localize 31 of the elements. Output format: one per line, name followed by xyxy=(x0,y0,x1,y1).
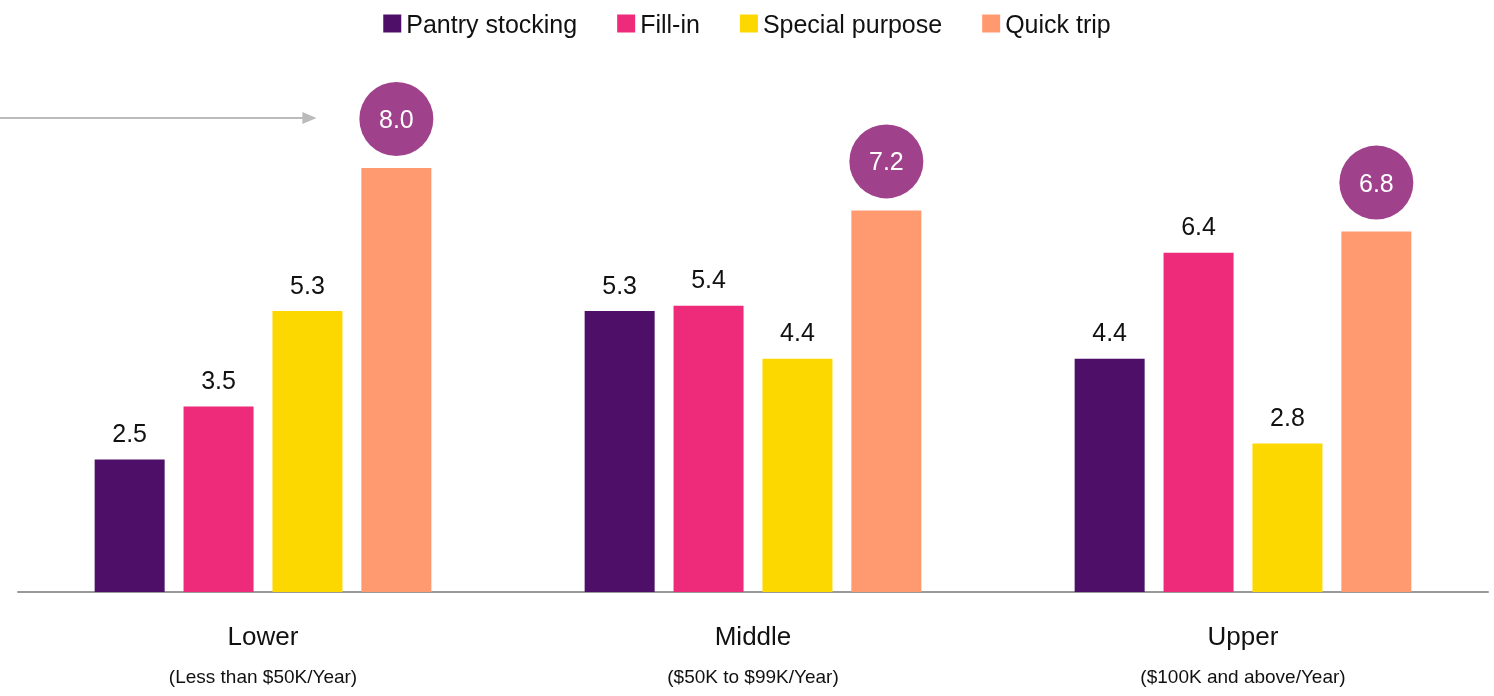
bar xyxy=(762,358,833,592)
bar xyxy=(94,459,165,592)
data-label: 2.8 xyxy=(1270,403,1305,432)
data-label: 6.8 xyxy=(1358,168,1394,197)
data-label: 5.4 xyxy=(691,265,727,294)
bar xyxy=(584,311,655,592)
data-label: 3.5 xyxy=(201,366,236,394)
x-tick-label: Lower (Less than $50K/Year) xyxy=(168,621,358,687)
bar xyxy=(1074,358,1145,592)
bar xyxy=(1341,231,1412,592)
legend-label: Fill-in xyxy=(640,9,700,38)
legend-label: Pantry stocking xyxy=(406,9,578,38)
bar xyxy=(673,305,744,592)
data-label: 5.3 xyxy=(290,270,325,299)
x-tick-label: Upper ($100K and above/Year) xyxy=(1140,621,1346,687)
data-label: 4.4 xyxy=(1092,318,1128,347)
data-label: 7.2 xyxy=(868,147,904,176)
data-label: 6.4 xyxy=(1181,212,1217,241)
data-label: 5.3 xyxy=(602,270,638,299)
bar xyxy=(1163,252,1234,592)
legend-label: Special purpose xyxy=(762,9,943,38)
data-label: 2.5 xyxy=(112,419,148,447)
legend-label: Quick trip xyxy=(1005,9,1111,38)
bar xyxy=(183,406,254,592)
bar xyxy=(361,168,432,592)
data-label: 4.4 xyxy=(780,318,815,347)
data-label: 8.0 xyxy=(378,105,414,133)
bar xyxy=(1252,443,1323,592)
bar xyxy=(272,311,343,592)
bar xyxy=(851,210,922,592)
x-tick-label: Middle ($50K to $99K/Year) xyxy=(667,621,839,687)
